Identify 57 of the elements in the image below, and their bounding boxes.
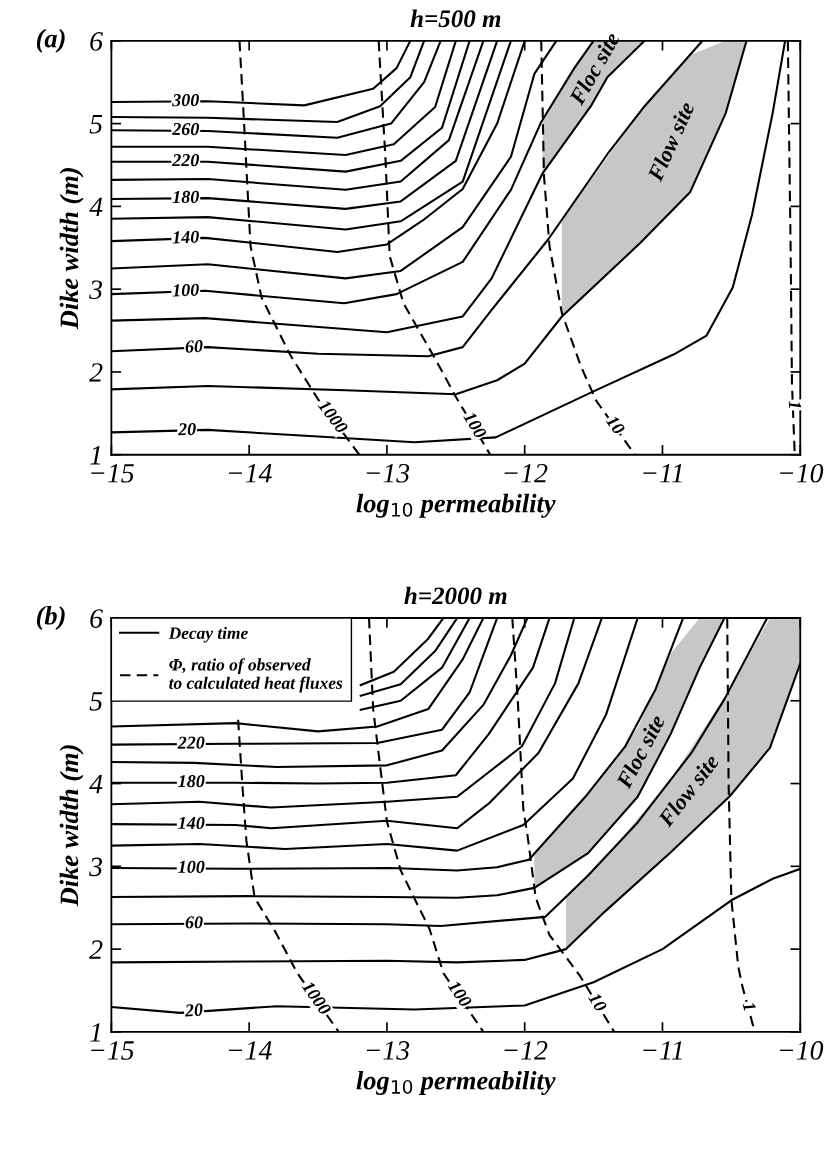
y-tick-label: 4 <box>89 197 103 217</box>
x-tick-label: −13 <box>366 1041 410 1060</box>
y-axis-title: Dike width (m) <box>59 745 84 907</box>
x-tick-label: −15 <box>91 464 134 483</box>
annotation: 260 <box>171 122 200 136</box>
annotation: 180 <box>172 190 200 204</box>
y-axis-title: Dike width (m) <box>59 168 84 330</box>
y-tick-label: 5 <box>89 115 103 134</box>
annotation: Floc site <box>615 713 666 790</box>
x-tick-label: −10 <box>780 1041 824 1060</box>
y-tick-label: 1 <box>90 1023 101 1042</box>
x-tick-label: −13 <box>366 463 410 483</box>
x-tick-label: −14 <box>229 1041 272 1060</box>
annotation: 1 <box>788 400 802 408</box>
y-tick-label: 1 <box>90 446 101 465</box>
x-tick-label: −11 <box>643 1041 682 1060</box>
text: (b) <box>36 606 65 630</box>
annotation: 140 <box>172 230 200 244</box>
y-tick-label: 6 <box>90 609 103 628</box>
annotation: Floc site <box>568 30 621 107</box>
annotation: 60 <box>185 339 203 353</box>
annotation: 100 <box>463 410 488 440</box>
annotation: 140 <box>178 816 205 830</box>
annotation: 100 <box>172 283 200 297</box>
annotation: 60 <box>185 916 203 929</box>
y-tick-label: 2 <box>89 363 103 382</box>
annotation: 300 <box>172 93 200 107</box>
y-tick-label: 3 <box>89 857 103 877</box>
annotation: 20 <box>184 1003 204 1017</box>
y-tick-label: 5 <box>89 692 103 711</box>
y-tick-label: 2 <box>89 940 103 959</box>
annotation: 100 <box>447 979 473 1009</box>
x-tick-label: −12 <box>504 1041 548 1060</box>
annotation: 220 <box>172 154 199 167</box>
y-tick-label: 3 <box>89 280 103 300</box>
annotation: Flow site <box>646 100 695 183</box>
annotation: 20 <box>177 422 196 436</box>
annotation: 10 <box>588 991 608 1013</box>
x-tick-label: −12 <box>504 463 548 483</box>
text: (a) <box>36 28 65 53</box>
x-axis-title: log$_{10}$ permeability <box>356 1070 556 1095</box>
annotation: 10 <box>605 414 626 436</box>
annotation: 220 <box>177 736 205 749</box>
x-tick-label: −10 <box>780 463 824 483</box>
x-tick-label: −14 <box>229 464 272 483</box>
x-axis-title: log$_{10}$ permeability <box>356 493 556 518</box>
x-tick-label: −15 <box>91 1041 134 1060</box>
legend-label: Φ, ratio of observed to calculated heat fluxes <box>169 658 343 693</box>
y-tick-label: 6 <box>90 32 103 51</box>
annotation: 180 <box>178 775 205 788</box>
annotation: 1 <box>742 1001 756 1011</box>
y-tick-label: 4 <box>89 774 103 794</box>
chart-title: h=2000 m <box>404 586 507 605</box>
chart-title: h=500 m <box>410 9 501 28</box>
x-tick-label: −11 <box>643 464 682 483</box>
annotation: 100 <box>178 860 205 874</box>
legend-label: Decay time <box>168 626 248 643</box>
